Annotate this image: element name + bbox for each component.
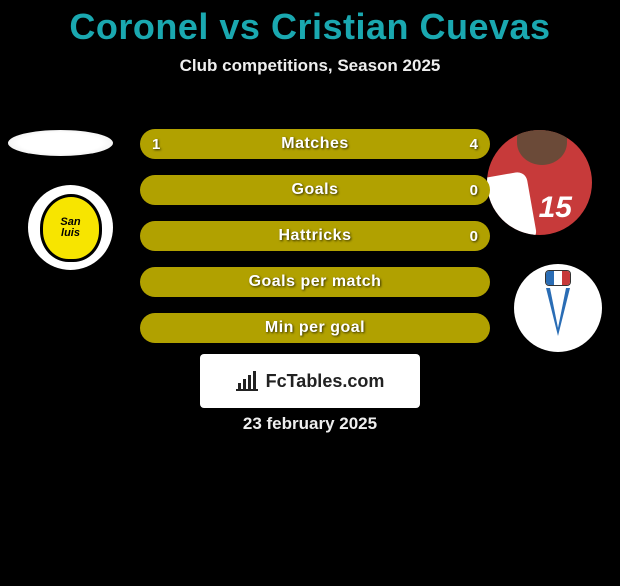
stat-row-goals-per-match: Goals per match xyxy=(140,267,490,297)
badge-left-line1: San xyxy=(60,217,80,228)
shield-stripe-1 xyxy=(546,271,554,285)
stats-container: 1 Matches 4 Goals 0 Hattricks 0 Goals pe… xyxy=(140,129,490,359)
player-left-avatar-placeholder xyxy=(8,130,113,156)
club-left-badge-inner: San luis xyxy=(40,194,102,262)
stat-row-min-per-goal: Min per goal xyxy=(140,313,490,343)
stat-label: Matches xyxy=(281,135,349,153)
shield-stripe-3 xyxy=(562,271,570,285)
shield-stripe-2 xyxy=(554,271,562,285)
subtitle: Club competitions, Season 2025 xyxy=(0,56,620,76)
club-right-pennant-inner xyxy=(550,288,566,328)
stat-row-matches: 1 Matches 4 xyxy=(140,129,490,159)
player-right-avatar: 15 xyxy=(487,130,592,235)
club-right-shield xyxy=(545,270,571,286)
stat-right-value: 0 xyxy=(470,182,478,199)
chart-icon xyxy=(236,371,260,391)
title-text: Coronel vs Cristian Cuevas xyxy=(69,6,550,47)
jersey-white-area xyxy=(487,171,538,235)
watermark-text: FcTables.com xyxy=(266,371,385,392)
jersey-number: 15 xyxy=(539,191,572,225)
stat-left-value: 1 xyxy=(152,136,160,153)
player-head xyxy=(517,130,567,165)
watermark: FcTables.com xyxy=(200,354,420,408)
stat-label: Min per goal xyxy=(265,319,365,337)
stat-row-goals: Goals 0 xyxy=(140,175,490,205)
stat-right-value: 4 xyxy=(470,136,478,153)
stat-label: Hattricks xyxy=(279,227,352,245)
date-text: 23 february 2025 xyxy=(0,414,620,434)
stat-row-hattricks: Hattricks 0 xyxy=(140,221,490,251)
stat-label: Goals xyxy=(292,181,339,199)
badge-left-line2: luis xyxy=(61,228,80,239)
club-left-badge: San luis xyxy=(28,185,113,270)
club-right-badge xyxy=(514,264,602,352)
stat-label: Goals per match xyxy=(249,273,382,291)
stat-right-value: 0 xyxy=(470,228,478,245)
page-title: Coronel vs Cristian Cuevas xyxy=(0,6,620,48)
